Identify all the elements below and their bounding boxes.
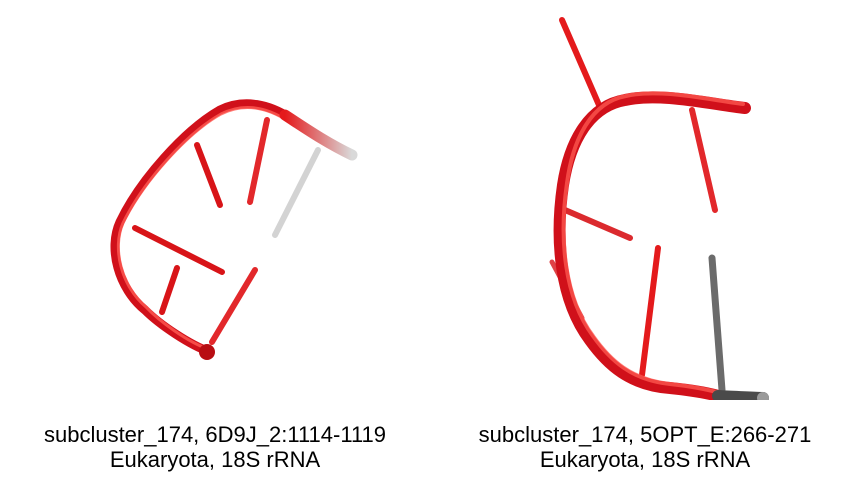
backbone-right [553,91,751,400]
backbone-left-unresolved [279,109,358,161]
base-stick [209,267,258,345]
base-stick [559,17,605,115]
backbone-left [110,99,295,357]
structure-panel-left: subcluster_174, 6D9J_2:1114-1119 Eukaryo… [43,99,387,472]
base-stick [639,245,661,378]
base-stick [159,265,180,315]
structure-caption-title: subcluster_174, 6D9J_2:1114-1119 [43,422,387,447]
base-sticks-left [132,117,321,345]
backbone-right-highlight [561,91,745,395]
structure-caption-taxonomy: Eukaryota, 18S rRNA [109,447,321,472]
structure-caption-title: subcluster_174, 5OPT_E:266-271 [478,422,812,447]
rna-structure-left [110,99,358,360]
base-stick [132,225,225,275]
base-stick [194,142,223,208]
backbone-left-highlight [116,106,290,351]
backbone-left-end [199,344,215,360]
base-stick [272,147,321,238]
base-stick [562,207,633,241]
base-sticks-right [549,17,726,394]
rna-structure-right [549,17,769,400]
backbone-right-end [757,392,769,400]
base-stick [247,117,270,205]
structure-caption-taxonomy: Eukaryota, 18S rRNA [539,447,751,472]
structure-panel-right: subcluster_174, 5OPT_E:266-271 Eukaryota… [430,0,860,480]
base-stick [708,254,726,394]
backbone-right-unresolved [712,390,769,400]
base-stick [689,107,718,213]
